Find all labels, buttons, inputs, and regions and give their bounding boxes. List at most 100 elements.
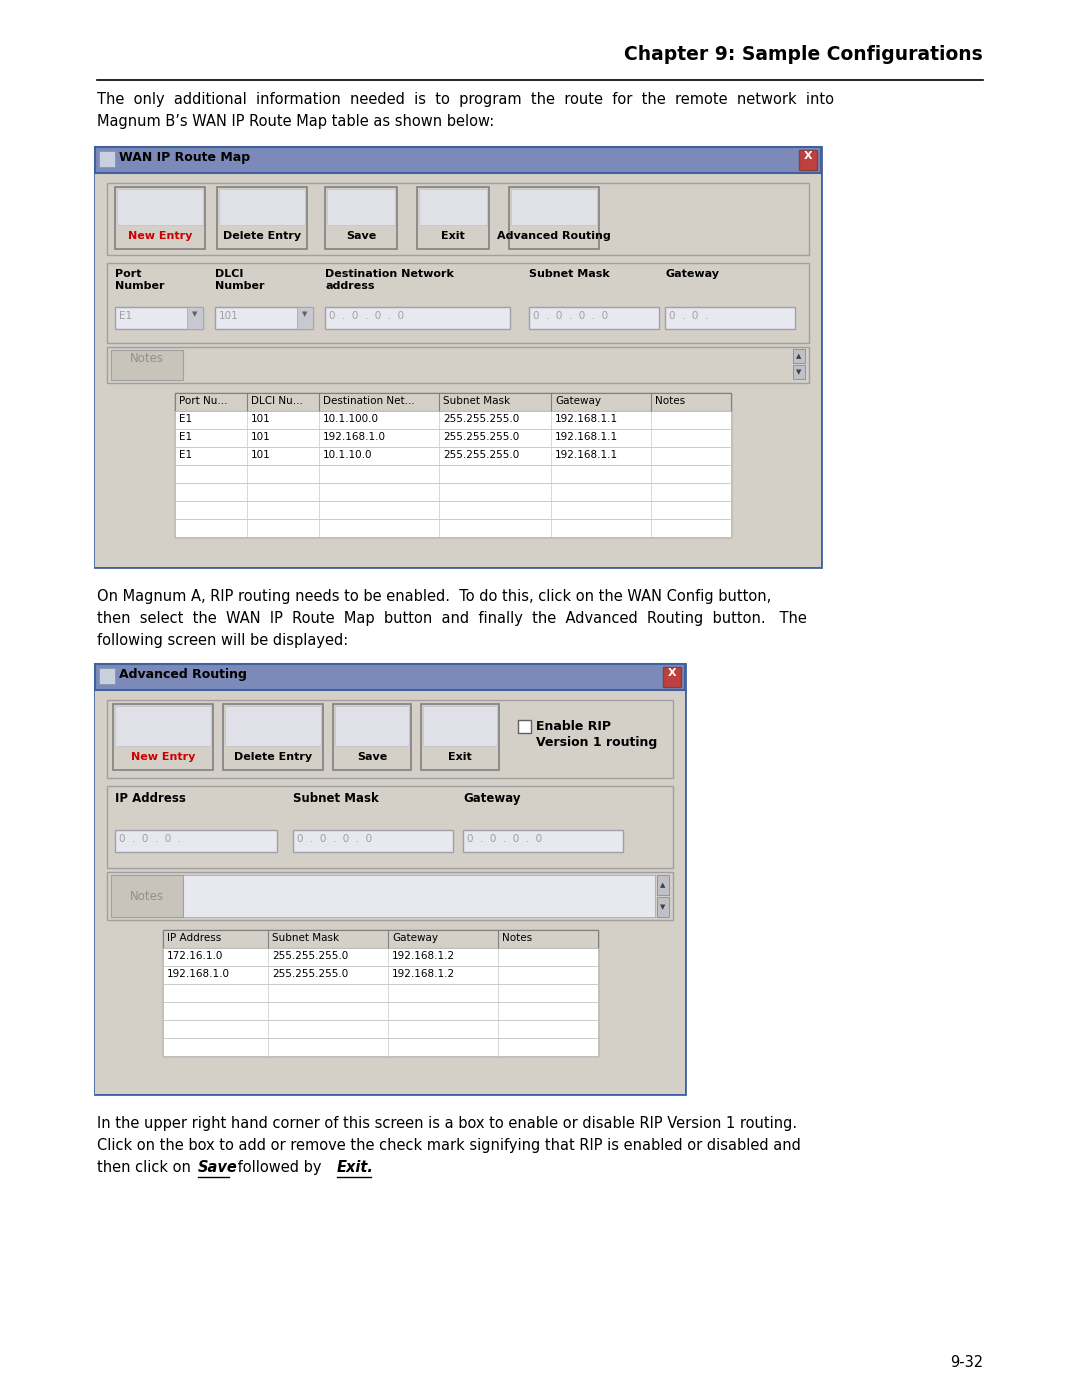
Bar — [175, 447, 731, 465]
Bar — [335, 705, 409, 746]
Bar — [99, 668, 114, 685]
Text: 0  .  0  .  0  .  0: 0 . 0 . 0 . 0 — [467, 834, 542, 844]
Text: then click on: then click on — [97, 1160, 195, 1175]
Text: 101: 101 — [251, 414, 271, 425]
Text: 192.168.1.1: 192.168.1.1 — [555, 414, 618, 425]
Bar — [107, 872, 673, 921]
Bar — [793, 365, 805, 379]
Text: 255.255.255.0: 255.255.255.0 — [443, 432, 519, 441]
Text: Destination Network
address: Destination Network address — [325, 270, 454, 291]
Text: Notes: Notes — [130, 352, 164, 366]
Text: ▲: ▲ — [796, 353, 801, 359]
Text: Chapter 9: Sample Configurations: Chapter 9: Sample Configurations — [624, 45, 983, 64]
Text: 101: 101 — [251, 432, 271, 441]
Text: DLCI Nu...: DLCI Nu... — [251, 395, 302, 407]
Text: ▼: ▼ — [302, 312, 308, 317]
Text: Advanced Routing: Advanced Routing — [119, 668, 247, 680]
Text: New Entry: New Entry — [127, 231, 192, 242]
Bar — [95, 690, 685, 1094]
Bar — [219, 189, 305, 225]
Bar — [222, 704, 323, 770]
Bar — [163, 965, 598, 983]
Text: X: X — [804, 151, 812, 161]
Text: New Entry: New Entry — [131, 752, 195, 761]
Text: Gateway: Gateway — [392, 933, 438, 943]
Text: Subnet Mask: Subnet Mask — [293, 792, 379, 805]
Bar — [95, 664, 685, 1094]
Bar — [114, 187, 205, 249]
Text: Exit.: Exit. — [337, 1160, 374, 1175]
Bar — [663, 666, 681, 687]
Text: 255.255.255.0: 255.255.255.0 — [272, 951, 348, 961]
Bar — [175, 483, 731, 502]
Text: Delete Entry: Delete Entry — [222, 231, 301, 242]
Bar — [423, 705, 497, 746]
Bar — [163, 1002, 598, 1020]
Bar — [163, 1020, 598, 1038]
Text: Notes: Notes — [654, 395, 685, 407]
Text: Enable RIP: Enable RIP — [536, 719, 611, 733]
Text: 192.168.1.0: 192.168.1.0 — [167, 970, 230, 979]
Text: Save: Save — [346, 231, 376, 242]
Bar — [215, 307, 313, 330]
Bar — [107, 183, 809, 256]
Bar — [111, 351, 183, 380]
Text: Save: Save — [356, 752, 387, 761]
Bar — [163, 1038, 598, 1056]
Bar — [175, 520, 731, 536]
Bar — [217, 187, 307, 249]
Text: 0  .  0  .  0  .  0: 0 . 0 . 0 . 0 — [297, 834, 373, 844]
Bar — [175, 429, 731, 447]
Text: Delete Entry: Delete Entry — [234, 752, 312, 761]
Bar — [421, 704, 499, 770]
Bar — [111, 875, 183, 916]
Bar — [419, 189, 487, 225]
Text: 192.168.1.2: 192.168.1.2 — [392, 951, 455, 961]
Bar — [175, 411, 731, 429]
Bar — [163, 930, 598, 949]
Text: Click on the box to add or remove the check mark signifying that RIP is enabled : Click on the box to add or remove the ch… — [97, 1139, 801, 1153]
Text: 192.168.1.0: 192.168.1.0 — [323, 432, 386, 441]
Text: then  select  the  WAN  IP  Route  Map  button  and  finally  the  Advanced  Rou: then select the WAN IP Route Map button … — [97, 610, 807, 626]
Bar — [325, 307, 510, 330]
Bar — [163, 949, 598, 965]
Text: IP Address: IP Address — [114, 792, 186, 805]
Text: Subnet Mask: Subnet Mask — [443, 395, 510, 407]
Text: Version 1 routing: Version 1 routing — [536, 736, 658, 749]
Text: 172.16.1.0: 172.16.1.0 — [167, 951, 224, 961]
Text: Destination Net...: Destination Net... — [323, 395, 415, 407]
Text: ▼: ▼ — [192, 312, 198, 317]
Text: 0  .  0  .  0  .  0: 0 . 0 . 0 . 0 — [534, 312, 608, 321]
Bar — [114, 307, 203, 330]
Bar — [417, 187, 489, 249]
Text: ▼: ▼ — [796, 369, 801, 374]
Bar — [518, 719, 531, 733]
Bar — [95, 664, 685, 690]
Text: 9-32: 9-32 — [950, 1355, 983, 1370]
Bar — [325, 187, 397, 249]
Text: Subnet Mask: Subnet Mask — [272, 933, 339, 943]
Text: IP Address: IP Address — [167, 933, 221, 943]
Bar — [95, 147, 821, 173]
Bar — [107, 787, 673, 868]
Text: following screen will be displayed:: following screen will be displayed: — [97, 633, 348, 648]
Bar — [114, 830, 276, 852]
Text: WAN IP Route Map: WAN IP Route Map — [119, 151, 251, 163]
Text: E1: E1 — [119, 312, 132, 321]
Bar — [163, 930, 598, 1056]
Bar — [107, 346, 809, 383]
Text: The  only  additional  information  needed  is  to  program  the  route  for  th: The only additional information needed i… — [97, 92, 834, 108]
Bar — [529, 307, 659, 330]
Text: 101: 101 — [219, 312, 239, 321]
Text: 0  .  0  .  0  .  0: 0 . 0 . 0 . 0 — [329, 312, 404, 321]
Text: E1: E1 — [179, 414, 192, 425]
Bar — [175, 393, 731, 411]
Text: E1: E1 — [179, 450, 192, 460]
Text: Advanced Routing: Advanced Routing — [497, 231, 611, 242]
Text: Port Nu...: Port Nu... — [179, 395, 228, 407]
Bar — [511, 189, 597, 225]
Text: Exit: Exit — [448, 752, 472, 761]
Text: Gateway: Gateway — [463, 792, 521, 805]
Text: 192.168.1.1: 192.168.1.1 — [555, 432, 618, 441]
Bar — [657, 875, 669, 895]
